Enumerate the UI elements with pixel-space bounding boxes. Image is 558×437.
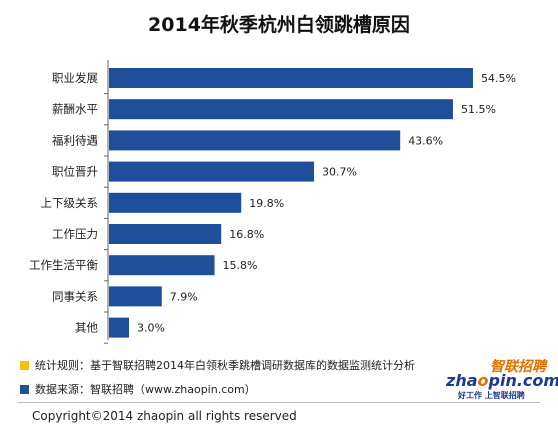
footer-divider	[18, 402, 540, 403]
category-label: 同事关系	[52, 289, 98, 303]
bar	[109, 255, 215, 276]
yellow-square-icon	[20, 361, 29, 370]
category-label: 工作压力	[52, 227, 98, 241]
footnote-rule-text: 统计规则：基于智联招聘2014年白领秋季跳槽调研数据库的数据监测统计分析	[35, 359, 415, 372]
category-label: 上下级关系	[41, 196, 99, 210]
bar	[109, 161, 315, 182]
value-label: 30.7%	[322, 166, 357, 179]
category-label: 职位晋升	[52, 165, 98, 179]
chart-title: 2014年秋季杭州白领跳槽原因	[148, 14, 410, 36]
footnote-rule: 统计规则：基于智联招聘2014年白领秋季跳槽调研数据库的数据监测统计分析	[20, 357, 415, 373]
footnote-source: 数据来源：智联招聘（www.zhaopin.com）	[20, 381, 256, 397]
value-label: 3.0%	[137, 322, 165, 335]
zhaopin-logo: 智联招聘 zhaopin.com 好工作 上智联招聘	[446, 356, 558, 402]
value-label: 15.8%	[223, 259, 258, 272]
category-label: 工作生活平衡	[29, 258, 98, 272]
category-label: 其他	[75, 321, 98, 335]
copyright-text: Copyright©2014 zhaopin all rights reserv…	[32, 409, 297, 423]
bar	[109, 224, 222, 244]
logo-name-cn: 智联招聘	[490, 359, 546, 375]
value-label: 54.5%	[481, 72, 516, 85]
bar	[109, 68, 473, 88]
bar	[109, 192, 242, 213]
bar	[109, 317, 130, 338]
bar-chart: 职业发展 54.5% 薪酬水平 51.5% 福利待遇 43.6% 职位晋升 30.7% 上下级关…	[29, 60, 516, 344]
blue-square-icon	[20, 385, 29, 394]
logo-name-en: zhaopin.com	[446, 371, 558, 390]
category-label: 职业发展	[52, 71, 98, 85]
logo-slogan: 好工作 上智联招聘	[458, 391, 525, 400]
category-label: 福利待遇	[52, 133, 98, 147]
category-label: 薪酬水平	[52, 102, 98, 116]
value-label: 51.5%	[461, 103, 496, 116]
bar	[109, 99, 453, 120]
value-label: 7.9%	[170, 290, 198, 303]
bar	[109, 130, 401, 151]
value-label: 43.6%	[408, 134, 443, 147]
value-label: 16.8%	[229, 228, 264, 241]
bar	[109, 286, 162, 307]
footnote-source-text: 数据来源：智联招聘（www.zhaopin.com）	[35, 383, 256, 396]
value-label: 19.8%	[249, 197, 284, 210]
